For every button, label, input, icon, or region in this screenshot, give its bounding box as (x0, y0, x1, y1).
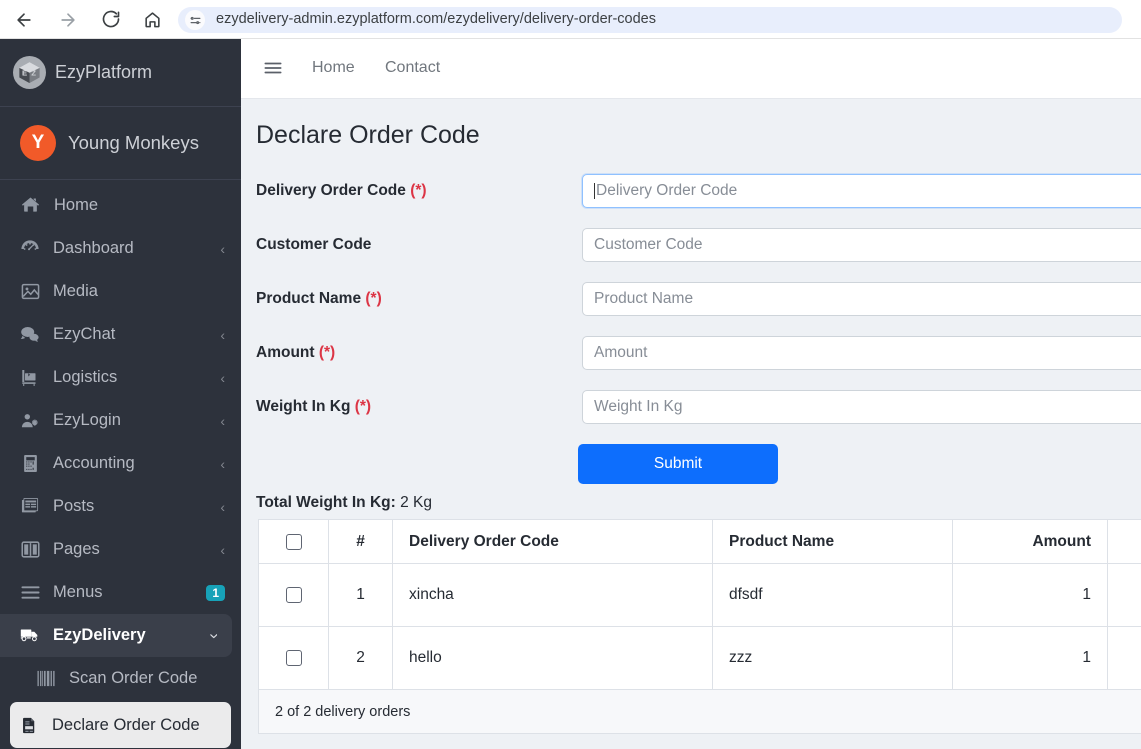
svg-text:Z: Z (31, 69, 36, 78)
svg-text:E: E (22, 69, 27, 78)
